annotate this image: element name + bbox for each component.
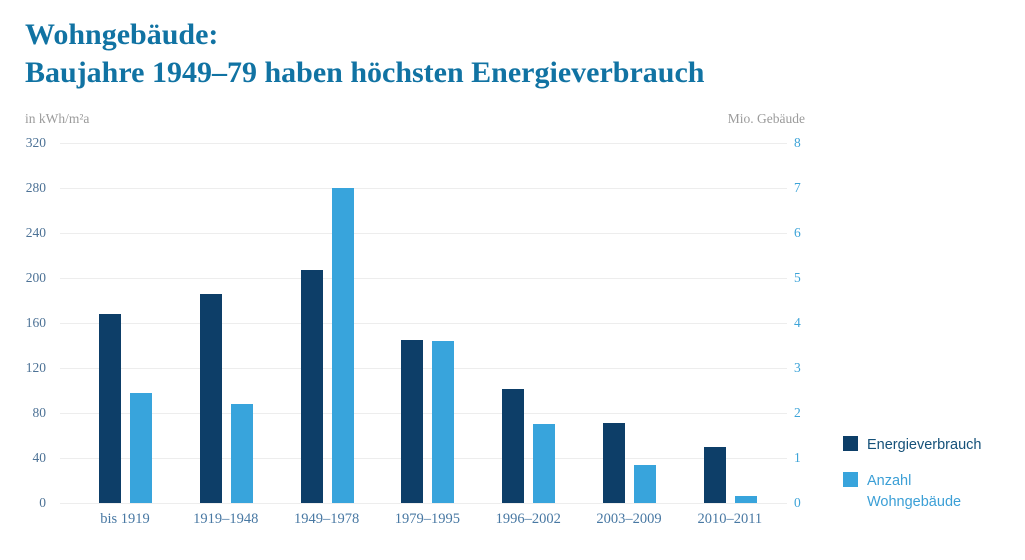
grid-line: [60, 322, 787, 324]
left-axis-tick-label: 240: [25, 225, 46, 240]
legend-item-anzahl-wohngebaeude: Anzahl Wohngebäude: [843, 471, 981, 513]
right-axis-tick-label: 0: [794, 495, 801, 510]
left-axis-tick-label: 280: [25, 180, 46, 195]
bar-energieverbrauch: [300, 270, 323, 503]
grid-line: [60, 412, 787, 414]
x-category-label: 1949–1978: [293, 511, 360, 527]
chart-title-line1: Wohngebäude:: [25, 18, 219, 51]
left-axis-tick-label: 40: [32, 450, 47, 465]
right-axis-tick-label: 5: [794, 270, 801, 285]
grid-line: [60, 232, 787, 234]
x-category-label: bis 1919: [100, 511, 150, 527]
bar-anzahl-wohngebaeude: [533, 424, 556, 503]
left-axis-unit-label: in kWh/m²a: [25, 111, 90, 126]
x-category-label: 2003–2009: [596, 511, 662, 527]
left-axis-tick-label: 0: [39, 495, 46, 510]
right-axis-tick-label: 7: [794, 180, 801, 195]
x-category-label: 1979–1995: [394, 511, 461, 527]
left-axis-tick-label: 320: [25, 135, 46, 150]
legend-swatch-light-icon: [843, 472, 858, 487]
grid-line: [60, 367, 787, 369]
bar-energieverbrauch: [502, 389, 525, 503]
bar-energieverbrauch: [99, 314, 121, 503]
bar-anzahl-wohngebaeude: [634, 464, 656, 503]
x-category-label: 1996–2002: [495, 511, 561, 527]
x-category-label: 1919–1948: [193, 511, 259, 527]
bar-energieverbrauch: [401, 339, 424, 503]
legend-item-energieverbrauch: Energieverbrauch: [843, 435, 981, 456]
grid-line: [60, 457, 787, 459]
bar-anzahl-wohngebaeude: [230, 404, 253, 503]
grid-line: [60, 142, 787, 144]
legend-swatch-dark-icon: [843, 436, 858, 451]
grid-line: [60, 502, 787, 504]
bar-anzahl-wohngebaeude: [130, 392, 152, 503]
right-axis-tick-label: 4: [794, 315, 801, 330]
legend: Energieverbrauch Anzahl Wohngebäude: [843, 435, 981, 513]
chart-title-line2: Baujahre 1949–79 haben höchsten Energiev…: [25, 56, 705, 89]
plot-area: 0 0 40 1 80 2 120 3 160 4 200 5 240 6 280 7 320 8 bis 1919…: [26, 135, 801, 527]
left-axis-tick-label: 200: [25, 270, 46, 285]
right-axis-tick-label: 3: [794, 360, 801, 375]
grid-line: [60, 277, 787, 279]
legend-label: Energieverbrauch: [867, 437, 982, 453]
left-axis-tick-label: 120: [25, 360, 46, 375]
bar-energieverbrauch: [603, 423, 625, 503]
right-axis-tick-label: 2: [794, 405, 801, 420]
bar-energieverbrauch: [199, 293, 222, 503]
legend-label: Anzahl Wohngebäude: [867, 473, 962, 510]
chart-title: Wohngebäude: Baujahre 1949–79 haben höch…: [25, 16, 704, 92]
bar-energieverbrauch: [703, 446, 726, 503]
bar-anzahl-wohngebaeude: [432, 341, 455, 503]
right-axis-tick-label: 1: [794, 450, 801, 465]
left-axis-tick-label: 160: [25, 315, 46, 330]
x-category-label: 2010–2011: [697, 511, 763, 527]
right-axis-unit-label: Mio. Gebäude: [727, 111, 805, 126]
left-axis-tick-label: 80: [32, 405, 47, 420]
bar-anzahl-wohngebaeude: [331, 188, 354, 503]
right-axis-tick-label: 6: [794, 225, 801, 240]
right-axis-tick-label: 8: [794, 135, 801, 150]
grid-line: [60, 187, 787, 189]
bar-anzahl-wohngebaeude: [734, 496, 757, 503]
